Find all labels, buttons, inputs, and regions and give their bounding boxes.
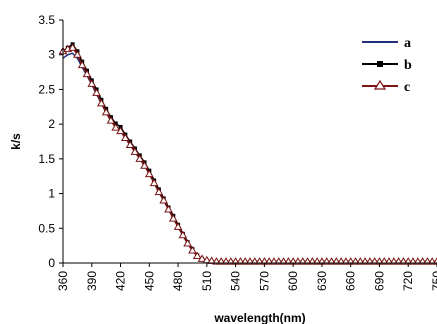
- legend-item-a: a: [362, 36, 411, 51]
- legend-item-c: c: [362, 79, 410, 95]
- data-point-c: [106, 116, 116, 124]
- data-point-c: [159, 196, 169, 204]
- series-c: [58, 43, 437, 265]
- data-point-c: [164, 205, 173, 213]
- series-b: [61, 42, 437, 265]
- x-tick-label: 600: [286, 271, 300, 291]
- data-point-c: [173, 222, 183, 230]
- y-axis-title: k/s: [9, 133, 23, 150]
- data-point-c: [77, 60, 87, 69]
- x-axis-title: wavelength(nm): [213, 311, 305, 324]
- data-point-c: [188, 246, 197, 254]
- data-point-c: [168, 214, 178, 222]
- y-tick-label: 2.5: [38, 82, 55, 96]
- data-point-c: [149, 178, 159, 187]
- legend-label-b: b: [404, 58, 412, 73]
- y-tick-label: 0.5: [38, 221, 55, 235]
- data-point-c: [197, 254, 207, 262]
- x-tick-label: 360: [56, 271, 70, 291]
- x-tick-label: 630: [315, 271, 329, 291]
- data-point-c: [140, 161, 149, 169]
- x-tick-label: 750: [430, 271, 437, 291]
- data-point-c: [92, 88, 101, 96]
- data-point-c: [116, 126, 125, 135]
- x-tick-label: 690: [372, 271, 386, 291]
- legend-label-c: c: [404, 80, 410, 95]
- x-tick-label: 660: [344, 271, 358, 291]
- x-tick-label: 420: [114, 271, 128, 291]
- series-line-b: [62, 43, 437, 264]
- x-tick-label: 390: [85, 271, 99, 291]
- y-tick-label: 3: [48, 48, 55, 62]
- data-point-c: [144, 169, 154, 178]
- data-point-c: [101, 107, 111, 116]
- y-ticks: 0 0.5 1 1.5 2 2.5 3 3.5: [38, 13, 63, 270]
- legend: abc: [362, 36, 412, 95]
- axes: 360 390 420 450 480 510 540 570 600 630 660 690 720 7…: [38, 13, 437, 291]
- x-ticks: 360 390 420 450 480 510 540 570 600 630 660 690 720 7…: [56, 263, 437, 291]
- legend-item-b: b: [362, 58, 412, 73]
- x-tick-label: 540: [229, 271, 243, 291]
- x-tick-label: 570: [257, 271, 271, 291]
- data-point-c: [125, 140, 135, 148]
- data-point-c: [192, 251, 202, 260]
- y-tick-label: 2: [48, 117, 55, 131]
- legend-marker-c: [373, 79, 387, 90]
- y-tick-label: 0: [48, 256, 55, 270]
- legend-marker-b: [377, 61, 383, 67]
- x-tick-label: 510: [200, 271, 214, 291]
- data-point-c: [154, 187, 164, 196]
- x-tick-label: 450: [142, 271, 156, 291]
- series-layer: [58, 42, 437, 265]
- data-point-c: [96, 98, 106, 107]
- data-point-c: [120, 133, 130, 142]
- y-tick-label: 1: [48, 187, 55, 201]
- y-tick-label: 3.5: [38, 13, 55, 27]
- data-point-c: [111, 123, 121, 131]
- data-point-c: [68, 43, 77, 51]
- data-point-c: [178, 230, 188, 239]
- data-point-c: [130, 147, 140, 155]
- data-point-c: [183, 239, 193, 247]
- x-tick-label: 720: [401, 271, 415, 291]
- data-point-c: [87, 79, 97, 87]
- data-point-c: [73, 50, 82, 58]
- series-line-c: [62, 46, 437, 263]
- data-point-c: [82, 69, 92, 78]
- x-tick-label: 480: [171, 271, 185, 291]
- y-tick-label: 1.5: [38, 152, 55, 166]
- data-point-c: [135, 154, 145, 162]
- legend-label-a: a: [404, 36, 411, 51]
